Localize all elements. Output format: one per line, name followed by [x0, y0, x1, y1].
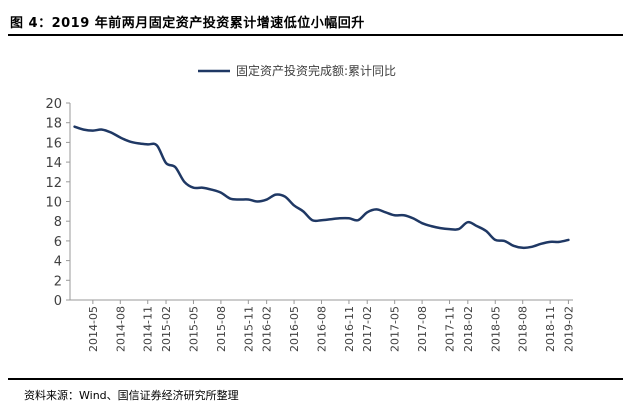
- y-tick-label: 20: [45, 97, 62, 112]
- x-tick-label: 2014-11: [142, 306, 155, 352]
- figure-title-bar: 图 4：2019 年前两月固定资产投资累计增速低位小幅回升: [8, 8, 623, 36]
- x-tick-label: 2015-05: [187, 306, 200, 352]
- y-tick-label: 0: [54, 294, 62, 309]
- chart-legend: 固定资产投资完成额:累计同比: [198, 63, 396, 78]
- x-tick-label: 2017-02: [361, 306, 374, 352]
- legend-label: 固定资产投资完成额:累计同比: [236, 63, 396, 78]
- y-tick-label: 12: [45, 176, 62, 191]
- y-tick-label: 6: [54, 235, 62, 250]
- y-axis: 0 2 4 6 8 10 12 14 16 18 20: [45, 97, 71, 309]
- x-tick-label: 2017-05: [389, 306, 402, 352]
- series-line-0: [73, 125, 570, 250]
- y-tick-label: 14: [45, 156, 62, 171]
- x-tick-label: 2015-11: [242, 306, 255, 352]
- x-tick-label: 2016-11: [343, 306, 356, 352]
- source-note: 资料来源：Wind、国信证券经济研究所整理: [24, 389, 239, 402]
- x-tick-label: 2018-02: [462, 306, 475, 352]
- line-chart: 固定资产投资完成额:累计同比 0 2 4 6 8 10 12 14 16 18 20 2014-05…: [45, 63, 575, 352]
- x-tick-label: 2018-05: [489, 306, 502, 352]
- x-tick-label: 2018-08: [517, 306, 530, 352]
- x-tick-label: 2015-02: [160, 306, 173, 352]
- y-tick-label: 18: [45, 117, 62, 132]
- x-tick-label: 2016-05: [288, 306, 301, 352]
- x-tick-label: 2016-02: [261, 306, 274, 352]
- x-tick-label: 2018-11: [544, 306, 557, 352]
- y-tick-label: 16: [45, 136, 62, 151]
- x-tick-label: 2017-11: [444, 306, 457, 352]
- x-tick-label: 2019-02: [562, 306, 575, 352]
- x-tick-label: 2015-08: [215, 306, 228, 352]
- y-tick-label: 2: [54, 274, 62, 289]
- figure-footer: 资料来源：Wind、国信证券经济研究所整理: [8, 378, 623, 416]
- figure-title: 图 4：2019 年前两月固定资产投资累计增速低位小幅回升: [10, 16, 365, 31]
- x-tick-label: 2014-05: [87, 306, 100, 352]
- x-axis: 2014-05 2014-08 2014-11 2015-02 2015-05 2015-…: [70, 299, 575, 352]
- chart-container: 固定资产投资完成额:累计同比 0 2 4 6 8 10 12 14 16 18 20 2014-05…: [8, 40, 623, 378]
- x-tick-label: 2014-08: [114, 306, 127, 352]
- series-layer: [73, 125, 570, 250]
- x-tick-label: 2016-08: [316, 306, 329, 352]
- y-tick-label: 10: [45, 196, 62, 211]
- y-tick-label: 4: [54, 255, 62, 270]
- x-tick-label: 2017-08: [416, 306, 429, 352]
- y-tick-label: 8: [54, 215, 62, 230]
